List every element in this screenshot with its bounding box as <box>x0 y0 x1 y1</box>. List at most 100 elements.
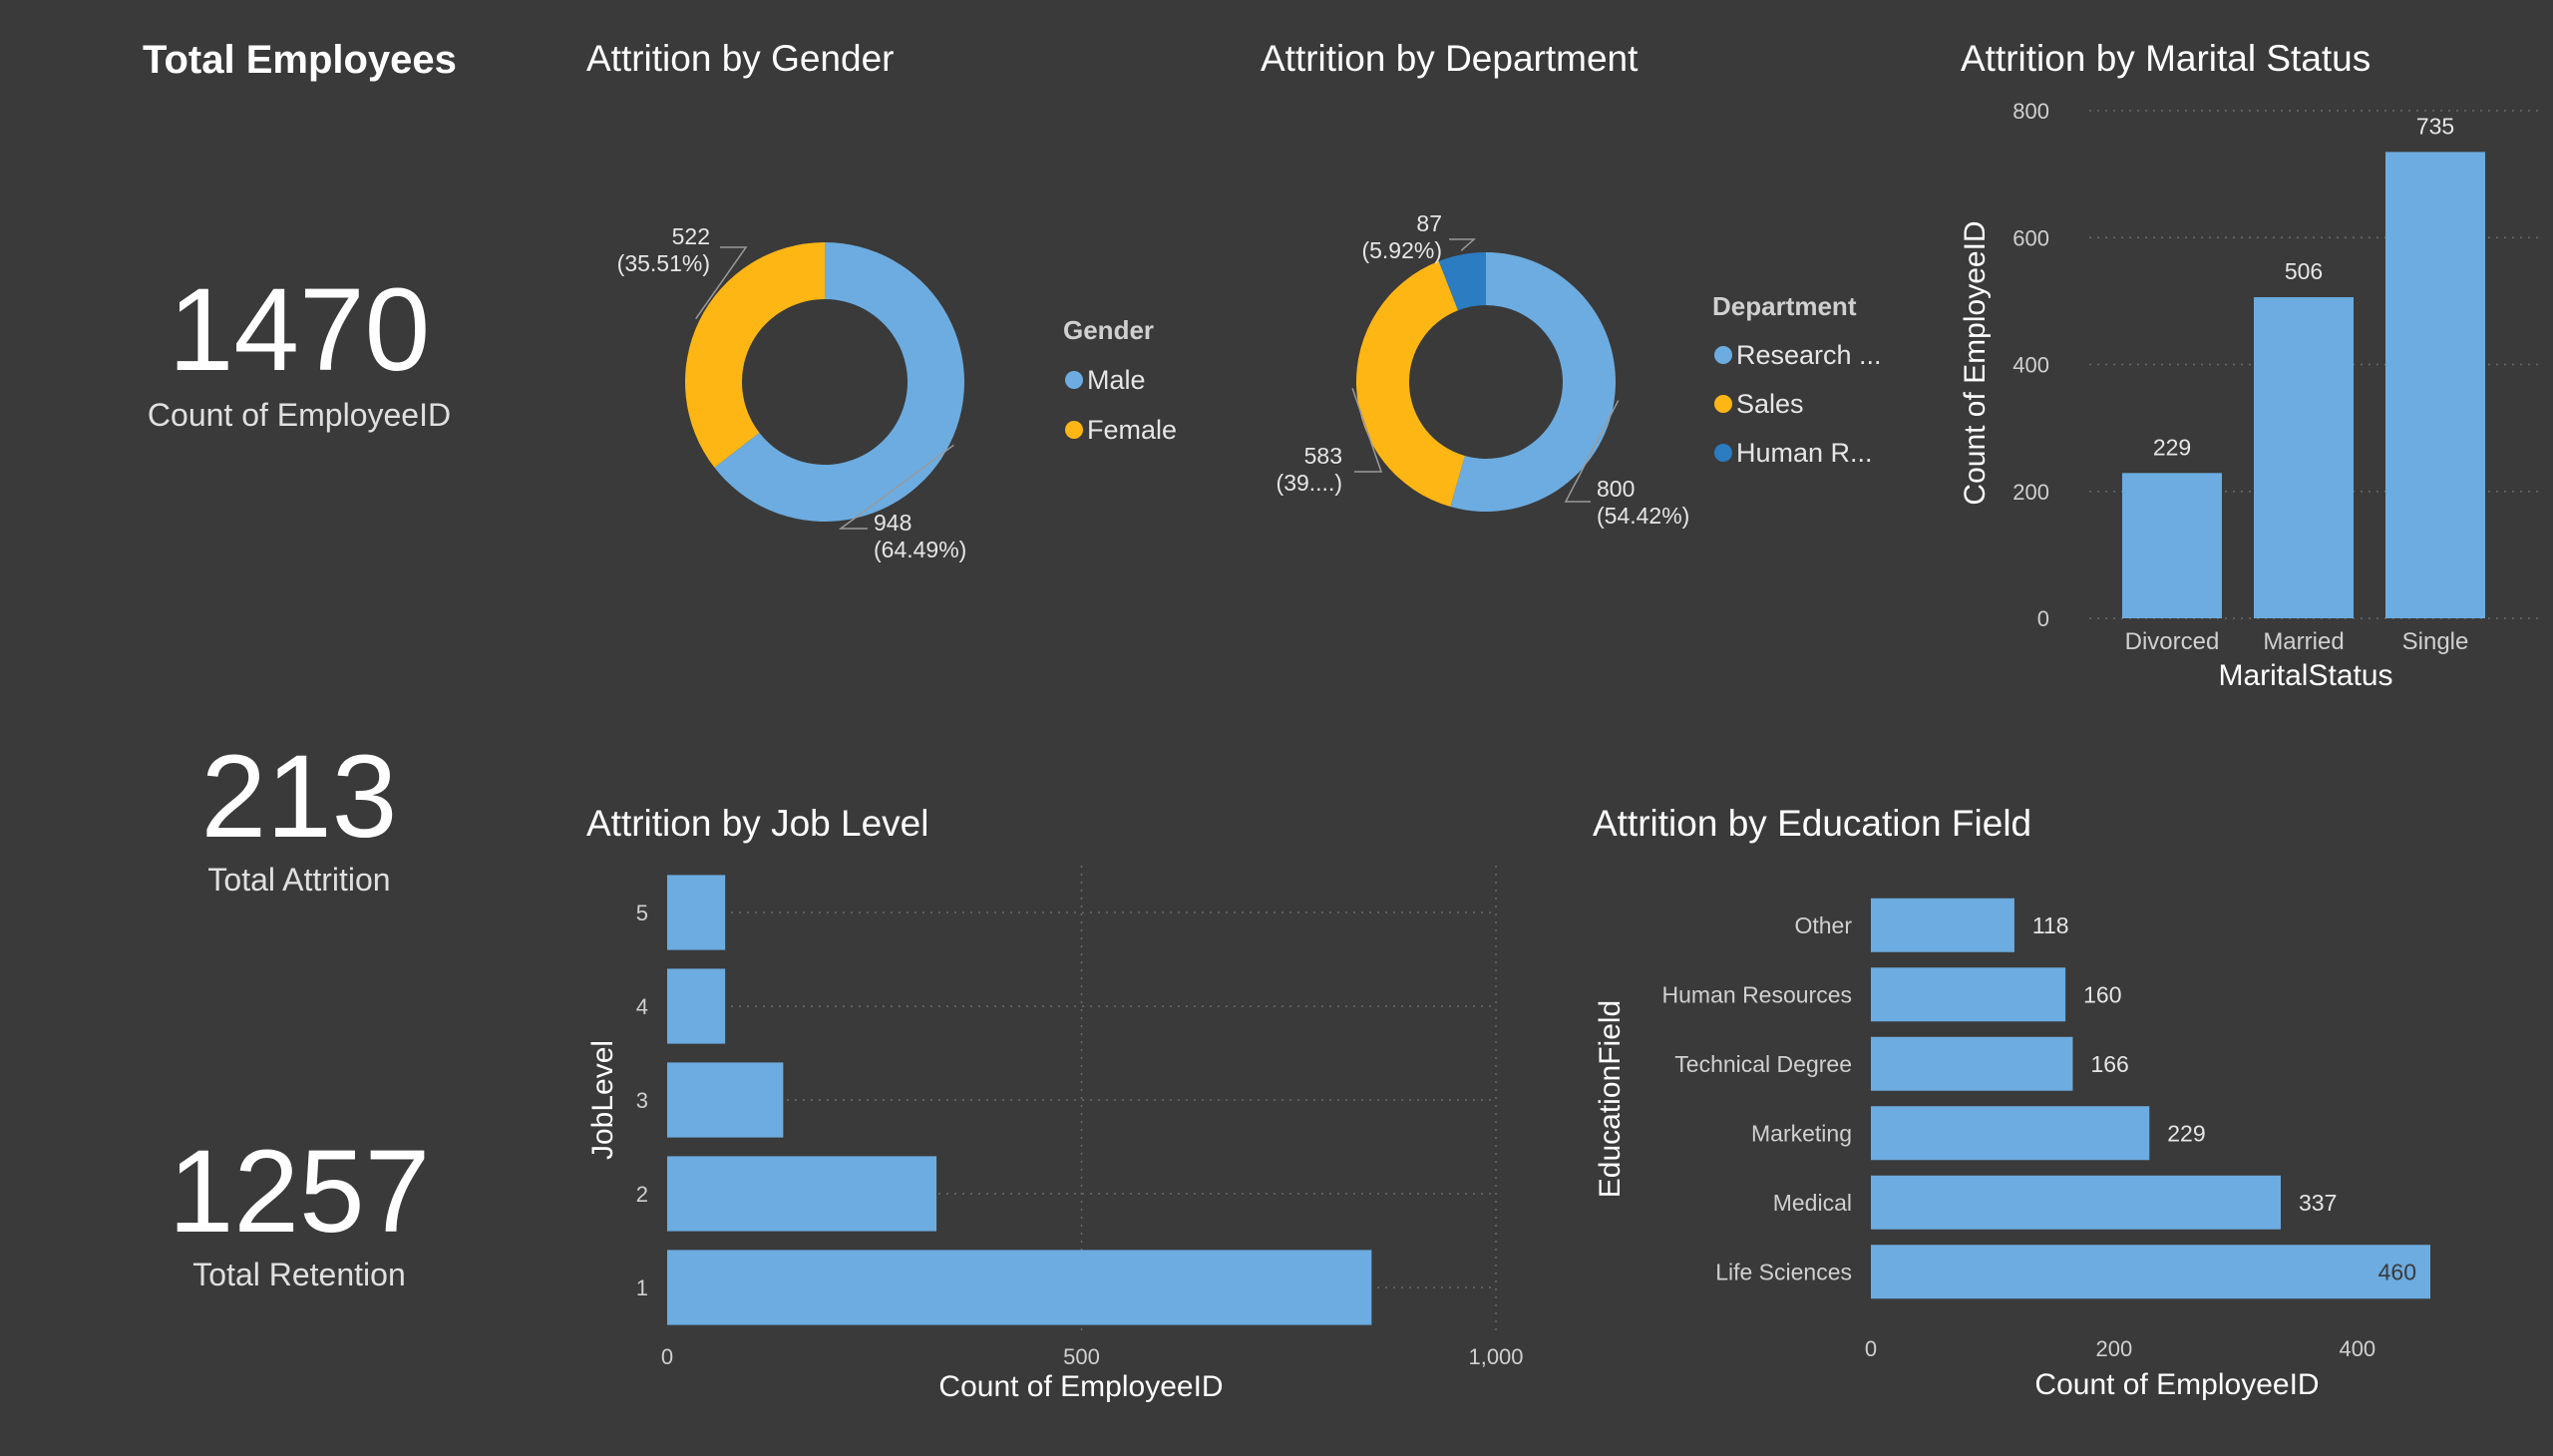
gender-legend-item: Female <box>1087 415 1177 445</box>
marital-x-axis-title: MaritalStatus <box>2218 659 2392 692</box>
education-y-tick-label: Technical Degree <box>1674 1051 1852 1077</box>
joblevel-bar-4 <box>667 968 726 1044</box>
dept-leader-line <box>1564 400 1620 503</box>
education-bar <box>1871 967 2066 1022</box>
dept-data-label-value: 800 <box>1597 476 1635 502</box>
education-data-label: 229 <box>2167 1120 2205 1146</box>
dept-legend-marker <box>1714 395 1732 413</box>
dept-legend-title: Department <box>1712 291 1857 321</box>
education-chart-title: Attrition by Education Field <box>1593 803 2032 844</box>
gender-legend-marker <box>1065 371 1083 389</box>
dept-slice-1 <box>1450 252 1616 512</box>
marital-y-tick-label: 200 <box>2012 480 2049 505</box>
marital-x-tick-label: Divorced <box>2125 628 2220 655</box>
education-x-tick-label: 400 <box>2339 1336 2375 1361</box>
marital-y-tick-label: 800 <box>2012 99 2049 124</box>
education-bar <box>1871 1036 2073 1091</box>
marital-x-tick-label: Married <box>2263 628 2344 655</box>
gender-legend-marker <box>1065 421 1083 439</box>
dept-data-label-percent: (5.92%) <box>1361 237 1442 263</box>
dept-data-label-value: 583 <box>1304 443 1342 469</box>
gender-slice-2 <box>685 242 825 468</box>
marital-data-label: 735 <box>2416 113 2454 139</box>
marital-bar-married <box>2254 297 2354 618</box>
total-employees-value: 1470 <box>168 264 431 396</box>
gender-chart-title: Attrition by Gender <box>586 38 895 79</box>
marital-chart-title: Attrition by Marital Status <box>1961 38 2371 79</box>
joblevel-chart-title: Attrition by Job Level <box>586 803 929 844</box>
joblevel-y-tick-label: 5 <box>636 901 648 925</box>
joblevel-bar-3 <box>667 1062 784 1138</box>
education-data-label: 166 <box>2090 1051 2128 1077</box>
gender-data-label-value: 948 <box>874 510 912 536</box>
joblevel-y-tick-label: 1 <box>636 1275 648 1300</box>
education-y-tick-label: Other <box>1794 912 1852 938</box>
kpi-section-title: Total Employees <box>143 38 457 82</box>
gender-leader-line <box>838 444 954 530</box>
marital-y-tick-label: 400 <box>2012 353 2049 378</box>
education-data-label: 337 <box>2299 1190 2337 1216</box>
joblevel-x-tick-label: 1,000 <box>1468 1344 1523 1369</box>
dept-data-label-percent: (39....) <box>1276 470 1342 496</box>
education-bar <box>1871 1106 2150 1161</box>
education-y-tick-label: Marketing <box>1751 1120 1852 1146</box>
joblevel-bar-5 <box>667 875 726 950</box>
joblevel-y-axis-title: JobLevel <box>586 1040 619 1160</box>
gender-data-label-percent: (35.51%) <box>617 250 710 276</box>
education-bar <box>1871 1175 2281 1230</box>
dept-legend-marker <box>1714 346 1732 364</box>
joblevel-y-tick-label: 3 <box>636 1088 648 1113</box>
gender-slice-1 <box>714 242 965 522</box>
education-y-axis-title: EducationField <box>1594 1000 1627 1198</box>
marital-data-label: 506 <box>2285 258 2323 284</box>
marital-y-axis-title: Count of EmployeeID <box>1959 220 1992 505</box>
dept-slice-2 <box>1356 260 1465 508</box>
dept-legend-item: Human R... <box>1736 438 1873 468</box>
dept-legend-item: Sales <box>1736 389 1804 419</box>
total-retention-label: Total Retention <box>192 1257 406 1292</box>
marital-y-tick-label: 600 <box>2012 225 2049 250</box>
dept-data-label-percent: (54.42%) <box>1597 503 1689 529</box>
education-x-axis-title: Count of EmployeeID <box>2034 1368 2319 1401</box>
joblevel-y-tick-label: 4 <box>636 994 648 1019</box>
department-chart-title: Attrition by Department <box>1261 38 1639 79</box>
joblevel-x-tick-label: 500 <box>1063 1344 1100 1369</box>
dept-slice-3 <box>1438 252 1486 311</box>
education-data-label: 118 <box>2032 912 2069 938</box>
education-data-label: 160 <box>2083 981 2121 1007</box>
gender-leader-line <box>695 246 748 320</box>
education-bar <box>1871 1245 2430 1299</box>
marital-data-label: 229 <box>2153 434 2191 460</box>
education-x-tick-label: 200 <box>2096 1336 2133 1361</box>
marital-y-tick-label: 0 <box>2037 606 2049 631</box>
marital-x-tick-label: Single <box>2402 628 2469 655</box>
total-retention-value: 1257 <box>168 1126 431 1258</box>
joblevel-bar-1 <box>667 1250 1372 1325</box>
dept-leader-line <box>1449 238 1476 251</box>
joblevel-x-axis-title: Count of EmployeeID <box>938 1370 1223 1403</box>
gender-legend-title: Gender <box>1063 315 1154 345</box>
marital-bar-single <box>2385 152 2485 618</box>
gender-legend-item: Male <box>1087 365 1146 395</box>
joblevel-y-tick-label: 2 <box>636 1182 648 1207</box>
education-bar <box>1871 898 2014 952</box>
education-y-tick-label: Life Sciences <box>1715 1259 1852 1284</box>
total-attrition-value: 213 <box>200 731 398 863</box>
education-data-label: 460 <box>2378 1259 2416 1284</box>
joblevel-bar-2 <box>667 1156 937 1232</box>
education-x-tick-label: 0 <box>1865 1336 1877 1361</box>
dept-legend-item: Research ... <box>1736 340 1882 370</box>
education-y-tick-label: Human Resources <box>1662 981 1852 1007</box>
marital-bar-divorced <box>2122 473 2222 618</box>
education-y-tick-label: Medical <box>1773 1190 1852 1216</box>
gender-data-label-percent: (64.49%) <box>874 537 966 562</box>
total-attrition-label: Total Attrition <box>207 862 391 898</box>
dept-leader-line <box>1351 388 1383 473</box>
gender-data-label-value: 522 <box>672 223 710 249</box>
joblevel-x-tick-label: 0 <box>661 1344 673 1369</box>
